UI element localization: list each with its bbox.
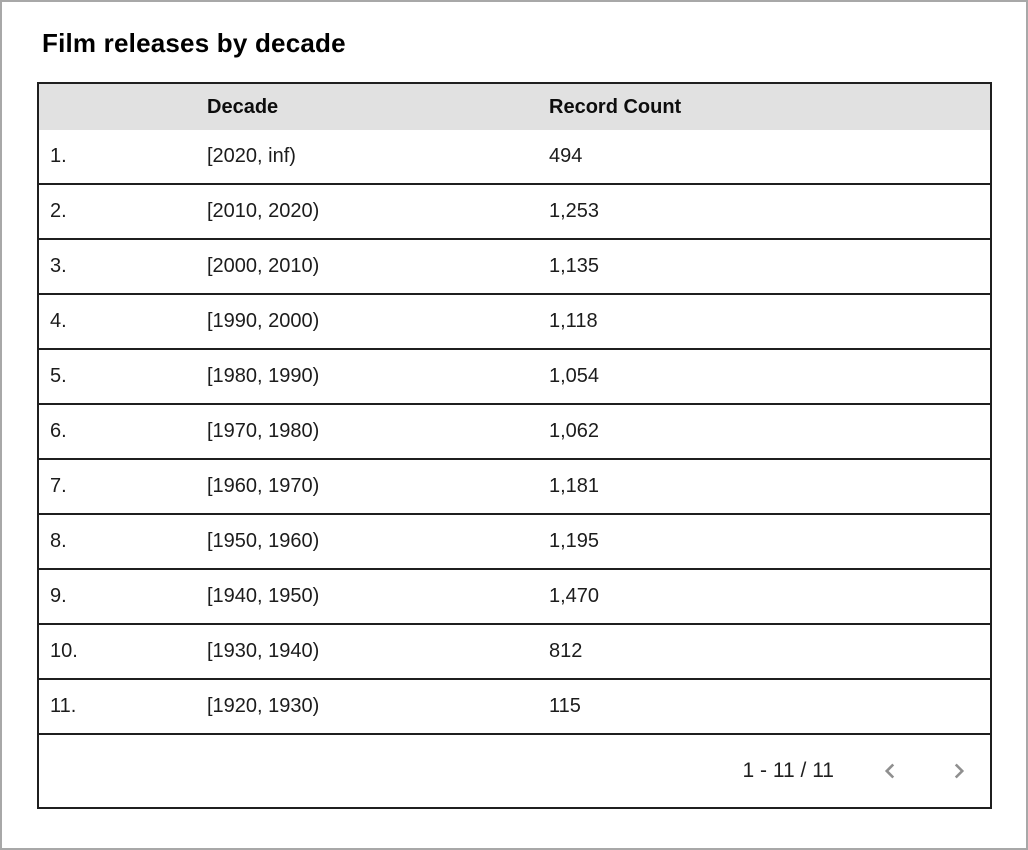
row-decade-value: [2000, 2010) bbox=[207, 255, 320, 277]
table-row[interactable]: 11. [1920, 1930) 115 bbox=[39, 680, 990, 735]
pagination-bar: 1 - 11 / 11 bbox=[39, 735, 990, 807]
table-row[interactable]: 10. [1930, 1940) 812 bbox=[39, 625, 990, 680]
row-index-label: 7. bbox=[50, 475, 67, 497]
pagination-next-button[interactable] bbox=[946, 758, 972, 784]
row-index-label: 1. bbox=[50, 145, 67, 167]
table-row[interactable]: 5. [1980, 1990) 1,054 bbox=[39, 350, 990, 405]
pagination-range-label: 1 - 11 / 11 bbox=[742, 759, 834, 782]
row-record-count-value: 1,135 bbox=[549, 255, 600, 277]
table-row[interactable]: 2. [2010, 2020) 1,253 bbox=[39, 185, 990, 240]
row-index-label: 11. bbox=[50, 695, 77, 717]
row-decade-value: [2010, 2020) bbox=[207, 200, 320, 222]
row-index-label: 3. bbox=[50, 255, 67, 277]
row-index-label: 8. bbox=[50, 530, 67, 552]
table-row[interactable]: 4. [1990, 2000) 1,118 bbox=[39, 295, 990, 350]
row-index-label: 4. bbox=[50, 310, 67, 332]
row-record-count-value: 115 bbox=[549, 695, 581, 717]
table-row[interactable]: 3. [2000, 2010) 1,135 bbox=[39, 240, 990, 295]
row-decade-value: [1960, 1970) bbox=[207, 475, 320, 497]
table-row[interactable]: 1. [2020, inf) 494 bbox=[39, 130, 990, 185]
row-index-label: 2. bbox=[50, 200, 67, 222]
row-record-count-value: 1,054 bbox=[549, 365, 600, 387]
table-row[interactable]: 9. [1940, 1950) 1,470 bbox=[39, 570, 990, 625]
row-record-count-value: 1,470 bbox=[549, 585, 600, 607]
chevron-left-icon bbox=[877, 758, 903, 784]
row-index-label: 10. bbox=[50, 640, 78, 662]
table-body: 1. [2020, inf) 494 2. [2010, 2020) 1,253… bbox=[39, 130, 990, 735]
table-row[interactable]: 6. [1970, 1980) 1,062 bbox=[39, 405, 990, 460]
row-decade-value: [1980, 1990) bbox=[207, 365, 320, 387]
row-decade-value: [1950, 1960) bbox=[207, 530, 320, 552]
row-decade-value: [2020, inf) bbox=[207, 145, 296, 167]
row-decade-value: [1930, 1940) bbox=[207, 640, 320, 662]
row-record-count-value: 1,195 bbox=[549, 530, 600, 552]
row-decade-value: [1970, 1980) bbox=[207, 420, 320, 442]
row-record-count-value: 1,253 bbox=[549, 200, 600, 222]
row-record-count-value: 812 bbox=[549, 640, 583, 662]
row-record-count-value: 1,062 bbox=[549, 420, 600, 442]
chart-title: Film releases by decade bbox=[42, 28, 346, 58]
header-cell-decade[interactable]: Decade bbox=[207, 95, 279, 118]
row-decade-value: [1990, 2000) bbox=[207, 310, 320, 332]
row-record-count-value: 494 bbox=[549, 145, 583, 167]
row-index-label: 9. bbox=[50, 585, 67, 607]
chevron-right-icon bbox=[946, 758, 972, 784]
row-record-count-value: 1,118 bbox=[549, 310, 598, 332]
row-record-count-value: 1,181 bbox=[549, 475, 600, 497]
header-cell-record-count[interactable]: Record Count bbox=[549, 95, 682, 118]
data-table: Decade Record Count 1. [2020, inf) 494 2… bbox=[37, 82, 992, 809]
pagination-prev-button[interactable] bbox=[877, 758, 903, 784]
table-row[interactable]: 8. [1950, 1960) 1,195 bbox=[39, 515, 990, 570]
table-row[interactable]: 7. [1960, 1970) 1,181 bbox=[39, 460, 990, 515]
table-header-row: Decade Record Count bbox=[39, 84, 990, 130]
row-index-label: 5. bbox=[50, 365, 67, 387]
row-index-label: 6. bbox=[50, 420, 67, 442]
row-decade-value: [1920, 1930) bbox=[207, 695, 320, 717]
row-decade-value: [1940, 1950) bbox=[207, 585, 320, 607]
